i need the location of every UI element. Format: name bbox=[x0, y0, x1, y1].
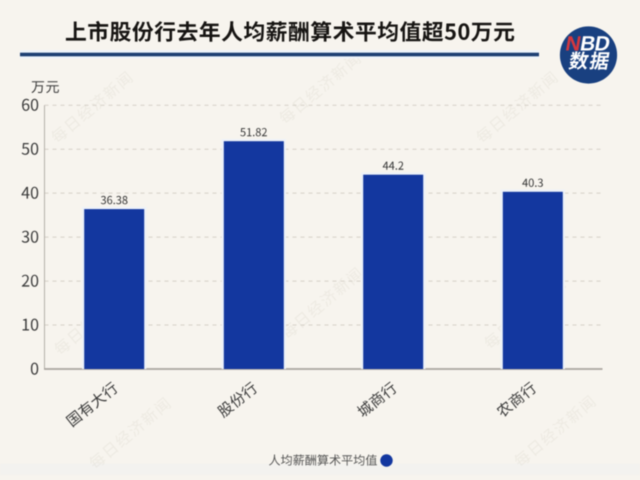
svg-text:NBD: NBD bbox=[564, 32, 612, 55]
